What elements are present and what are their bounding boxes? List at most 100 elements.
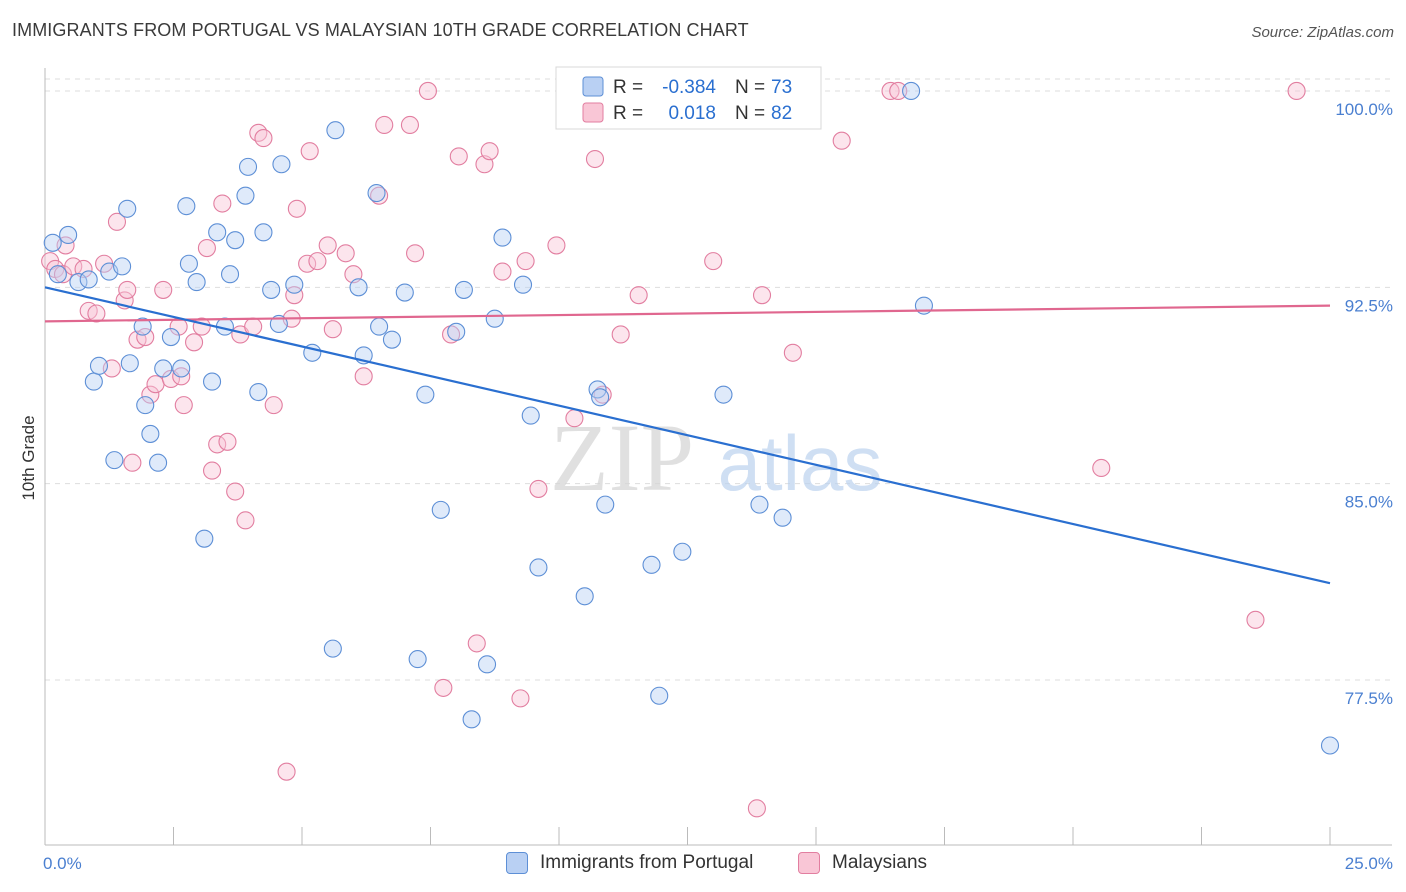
data-point-immigrants-from-portugal	[226, 231, 245, 250]
data-point-malaysians	[747, 799, 766, 818]
tick-labels: 77.5% 85.0% 92.5% 100.0% 0.0% 25.0%	[43, 100, 1393, 873]
data-point-malaysians	[192, 317, 211, 336]
data-point-malaysians	[493, 262, 512, 281]
data-point-malaysians	[308, 252, 327, 271]
stats-n-value-blue: 73	[771, 77, 792, 98]
legend-item-immigrants-from-portugal: Immigrants from Portugal	[506, 852, 753, 874]
y-tick-label: 100.0%	[1335, 100, 1393, 119]
chart-title: IMMIGRANTS FROM PORTUGAL VS MALAYSIAN 10…	[12, 20, 749, 40]
data-point-immigrants-from-portugal	[236, 186, 255, 205]
data-point-immigrants-from-portugal	[105, 451, 124, 470]
data-point-malaysians	[336, 244, 355, 263]
data-point-immigrants-from-portugal	[902, 81, 921, 100]
data-point-malaysians	[218, 432, 237, 451]
data-point-malaysians	[467, 634, 486, 653]
trend-line-immigrants-from-portugal	[44, 286, 1331, 585]
data-point-malaysians	[1287, 81, 1306, 100]
data-point-malaysians	[208, 435, 227, 454]
data-point-immigrants-from-portugal	[187, 273, 206, 292]
data-point-malaysians	[87, 304, 106, 323]
watermark-zip: ZIP	[550, 404, 694, 511]
data-point-malaysians	[203, 461, 222, 480]
data-point-immigrants-from-portugal	[367, 184, 386, 203]
data-point-immigrants-from-portugal	[575, 587, 594, 606]
y-tick-label: 77.5%	[1345, 689, 1393, 708]
data-point-malaysians	[197, 238, 216, 258]
data-point-immigrants-from-portugal	[521, 406, 540, 425]
legend-item-malaysians: Malaysians	[798, 852, 927, 874]
stats-n-label-blue: N =	[735, 77, 765, 98]
stats-legend-swatch-blue	[582, 76, 604, 97]
data-point-malaysians	[593, 385, 612, 404]
data-point-malaysians	[300, 142, 319, 161]
data-point-immigrants-from-portugal	[323, 639, 342, 658]
data-point-immigrants-from-portugal	[596, 495, 615, 514]
data-point-immigrants-from-portugal	[493, 228, 512, 247]
data-point-immigrants-from-portugal	[750, 495, 769, 514]
data-point-immigrants-from-portugal	[89, 356, 109, 375]
data-point-malaysians	[565, 409, 584, 428]
data-point-malaysians	[236, 511, 255, 530]
data-point-immigrants-from-portugal	[513, 275, 533, 294]
data-point-malaysians	[354, 367, 373, 386]
data-point-immigrants-from-portugal	[416, 385, 435, 404]
data-point-immigrants-from-portugal	[1320, 736, 1340, 755]
x-tick-label: 25.0%	[1345, 854, 1393, 873]
data-point-malaysians	[449, 147, 468, 166]
data-point-immigrants-from-portugal	[172, 359, 191, 378]
data-point-malaysians	[375, 115, 394, 135]
data-point-immigrants-from-portugal	[220, 265, 240, 284]
data-point-malaysians	[832, 131, 851, 150]
data-point-malaysians	[1092, 458, 1111, 478]
data-point-malaysians	[547, 236, 566, 255]
data-point-immigrants-from-portugal	[272, 155, 291, 174]
data-point-malaysians	[172, 367, 191, 386]
data-point-immigrants-from-portugal	[370, 317, 389, 336]
data-point-immigrants-from-portugal	[650, 686, 669, 705]
data-point-malaysians	[107, 212, 127, 231]
y-tick-label: 85.0%	[1345, 493, 1393, 512]
series-immigrants-from-portugal	[43, 81, 1340, 755]
data-point-immigrants-from-portugal	[431, 500, 450, 519]
data-point-immigrants-from-portugal	[773, 508, 792, 527]
legend-label-immigrants-from-portugal: Immigrants from Portugal	[540, 852, 754, 873]
data-point-immigrants-from-portugal	[269, 314, 288, 334]
data-point-malaysians	[1246, 610, 1265, 629]
stats-r-value-blue: -0.384	[662, 77, 716, 98]
data-point-malaysians	[889, 81, 908, 100]
data-point-immigrants-from-portugal	[69, 273, 88, 292]
data-point-malaysians	[511, 689, 530, 708]
data-point-malaysians	[783, 343, 802, 362]
data-point-immigrants-from-portugal	[454, 280, 473, 299]
legend-swatch-blue	[506, 852, 528, 874]
data-point-immigrants-from-portugal	[136, 396, 155, 415]
data-point-immigrants-from-portugal	[349, 278, 368, 297]
data-point-immigrants-from-portugal	[447, 322, 466, 341]
data-point-immigrants-from-portugal	[161, 328, 180, 347]
data-point-immigrants-from-portugal	[118, 199, 137, 218]
stats-n-value-pink: 82	[771, 103, 792, 124]
data-point-immigrants-from-portugal	[529, 558, 548, 577]
data-point-immigrants-from-portugal	[179, 254, 198, 273]
data-point-malaysians	[154, 280, 173, 299]
data-point-malaysians	[516, 252, 535, 271]
data-point-malaysians	[141, 385, 160, 404]
data-point-malaysians	[146, 375, 165, 394]
data-point-malaysians	[285, 286, 304, 305]
data-point-immigrants-from-portugal	[714, 385, 733, 404]
data-point-immigrants-from-portugal	[149, 453, 168, 472]
data-point-malaysians	[226, 482, 245, 501]
data-point-immigrants-from-portugal	[79, 270, 98, 289]
data-point-immigrants-from-portugal	[48, 265, 67, 284]
data-point-immigrants-from-portugal	[120, 354, 139, 373]
stats-r-label-blue: R =	[613, 77, 643, 98]
data-point-malaysians	[406, 244, 425, 263]
stats-legend: R = -0.384 N = 73 R = 0.018 N = 82	[555, 66, 822, 130]
data-point-malaysians	[400, 115, 419, 135]
data-point-immigrants-from-portugal	[673, 542, 692, 561]
data-point-immigrants-from-portugal	[59, 225, 78, 244]
data-point-malaysians	[611, 325, 630, 344]
data-point-malaysians	[318, 236, 337, 255]
data-point-malaysians	[287, 199, 306, 218]
stats-r-value-pink: 0.018	[668, 103, 716, 124]
